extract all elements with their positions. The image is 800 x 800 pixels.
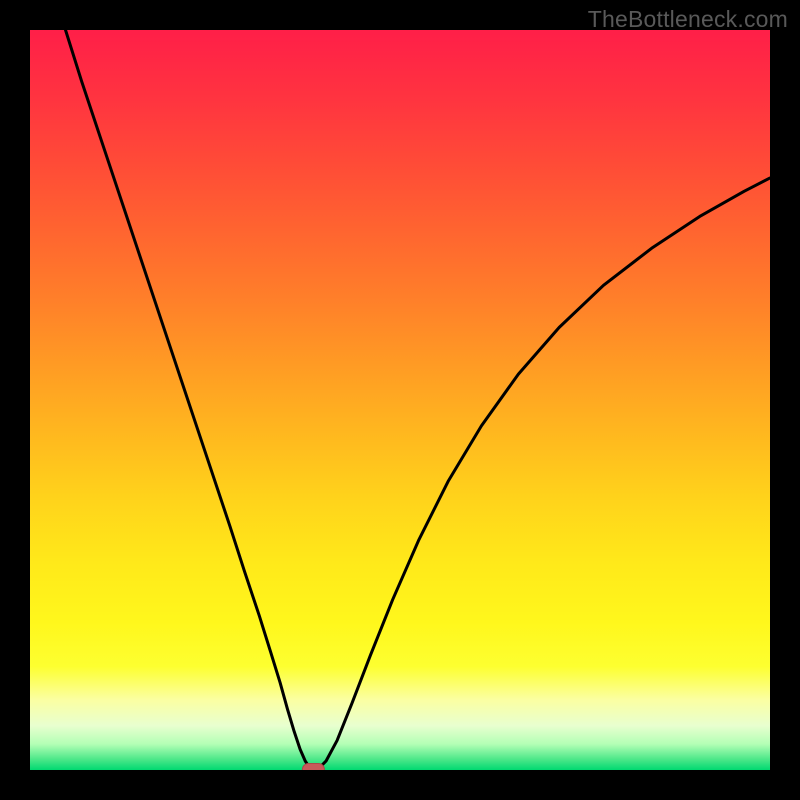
bottleneck-chart	[0, 0, 800, 800]
watermark-text: TheBottleneck.com	[588, 6, 788, 33]
plot-gradient-bg	[30, 30, 770, 770]
chart-stage: TheBottleneck.com	[0, 0, 800, 800]
